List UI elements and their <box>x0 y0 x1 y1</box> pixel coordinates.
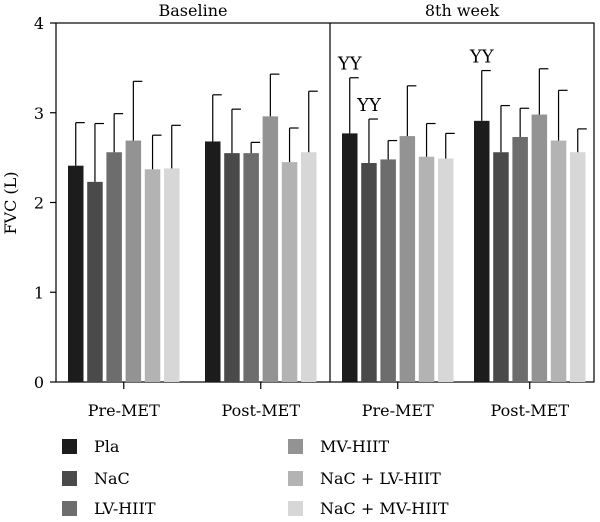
y-tick-label: 0 <box>34 373 44 392</box>
bars <box>68 114 586 383</box>
annotations: YY YY YY <box>337 47 495 116</box>
panel-title: 8th week <box>425 1 500 20</box>
bar <box>224 153 240 382</box>
legend-swatch <box>288 439 303 454</box>
bar <box>68 165 84 382</box>
x-axis: Pre-MET Post-MET Pre-MET Post-MET <box>88 382 569 420</box>
y-axis: 0 1 2 3 4 <box>34 14 56 392</box>
y-tick-label: 2 <box>34 194 44 213</box>
legend-label: NaC + MV-HIIT <box>320 499 449 518</box>
bar <box>399 136 416 382</box>
bar <box>301 152 317 382</box>
bar <box>125 140 142 382</box>
error-bars <box>75 68 587 182</box>
bar <box>164 168 180 382</box>
legend-label: Pla <box>94 437 120 456</box>
bar <box>438 158 454 382</box>
y-tick-label: 3 <box>34 104 44 123</box>
bar <box>205 141 221 382</box>
significance-annotation: YY <box>337 54 363 75</box>
bar <box>144 169 161 382</box>
legend-swatch <box>288 471 303 486</box>
bar <box>512 136 528 382</box>
bar <box>87 181 103 382</box>
x-category-label: Pre-MET <box>88 401 160 420</box>
legend: Pla NaC LV-HIIT MV-HIIT NaC + LV-HIIT NaC + M… <box>62 437 449 518</box>
legend-label: NaC + LV-HIIT <box>320 469 441 488</box>
x-category-label: Post-MET <box>221 401 300 420</box>
bar <box>418 156 435 382</box>
legend-label: NaC <box>94 469 130 488</box>
y-axis-title: FVC (L) <box>1 171 20 234</box>
bar <box>361 163 377 382</box>
bar <box>106 152 122 382</box>
bar <box>493 152 509 382</box>
legend-swatch <box>62 439 77 454</box>
significance-annotation: YY <box>469 47 495 68</box>
panel-titles: Baseline 8th week <box>159 1 500 20</box>
legend-label: LV-HIIT <box>94 499 156 518</box>
y-tick-label: 4 <box>34 14 44 33</box>
x-category-label: Post-MET <box>490 401 569 420</box>
y-tick-label: 1 <box>34 283 44 302</box>
bar <box>531 114 548 383</box>
bar <box>262 116 279 382</box>
bar <box>570 152 586 382</box>
bar <box>243 153 259 382</box>
bar <box>550 140 567 382</box>
panel-title: Baseline <box>159 1 228 20</box>
legend-label: MV-HIIT <box>320 437 389 456</box>
legend-swatch <box>288 501 303 516</box>
bar <box>474 120 490 382</box>
bar <box>342 133 358 382</box>
bar <box>380 159 396 382</box>
legend-swatch <box>62 471 77 486</box>
x-category-label: Pre-MET <box>362 401 434 420</box>
significance-annotation: YY <box>356 95 382 116</box>
bar <box>281 162 298 382</box>
legend-swatch <box>62 501 77 516</box>
